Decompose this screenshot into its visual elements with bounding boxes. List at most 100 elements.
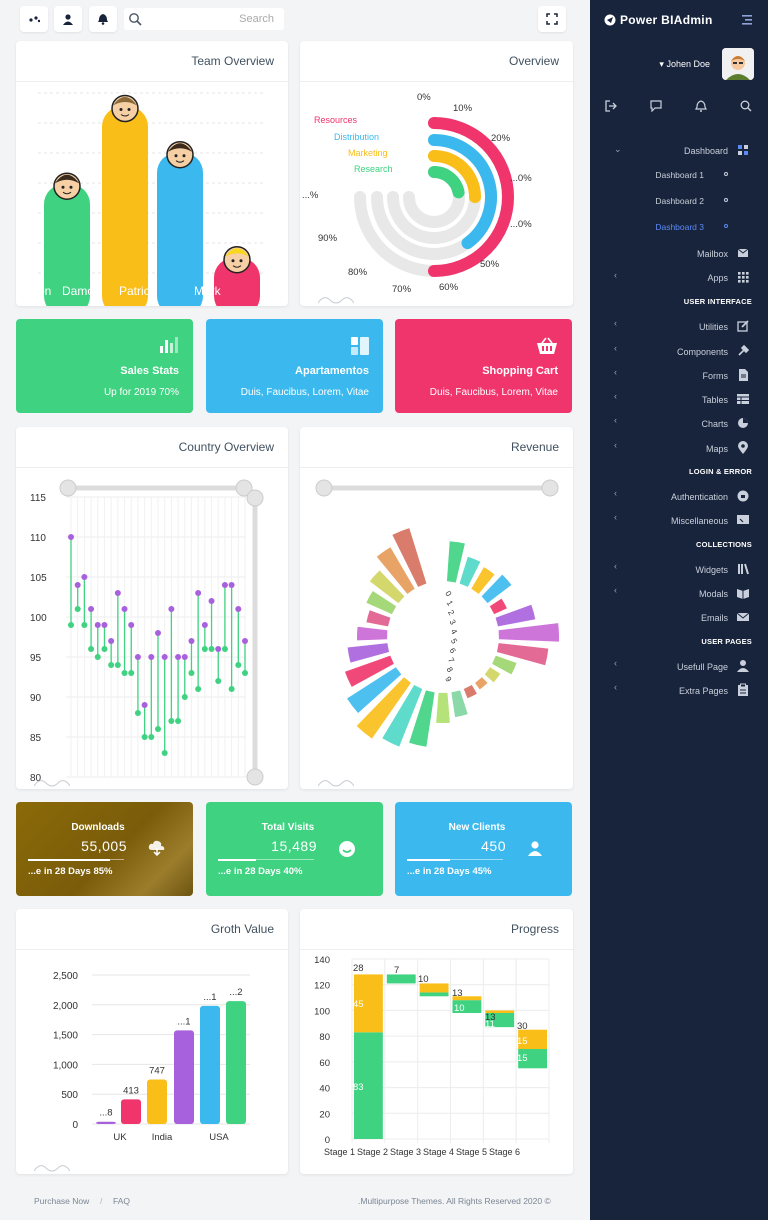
user-icon: [528, 841, 542, 856]
ring-tick-label: 70%: [392, 284, 412, 295]
fullscreen-button[interactable]: [538, 6, 566, 32]
sales-stats-tile[interactable]: Sales Stats Up for 2019 70%: [16, 319, 193, 413]
sidebar-item-forms[interactable]: Forms: [702, 371, 729, 381]
dot-icon: [724, 224, 728, 228]
data-point: [134, 710, 141, 716]
avatar[interactable]: [722, 48, 754, 80]
slider-handle: [59, 479, 77, 497]
avatar-face: [53, 172, 81, 200]
data-point: [155, 630, 161, 636]
data-point: [148, 734, 155, 740]
purchase-link[interactable]: Purchase Now: [34, 1196, 90, 1206]
sidebar-item-dashboard-3[interactable]: Dashboard 3: [655, 222, 704, 232]
new-clients-tile[interactable]: New Clients 450 ...e in 28 Days 45%: [395, 802, 572, 896]
card-title: Progress: [510, 922, 559, 936]
y-tick-label: 90: [30, 693, 42, 704]
bell-icon[interactable]: [695, 100, 707, 112]
logo-icon: [604, 14, 616, 26]
sidebar-item-components[interactable]: Components: [676, 347, 728, 357]
y-tick-label: 85: [30, 733, 42, 744]
total-visits-tile[interactable]: Total Visits 15,489 ...e in 28 Days 40%: [206, 802, 383, 896]
legend-label: Research: [354, 164, 393, 174]
apartamentos-tile[interactable]: Apartamentos Duis, Faucibus, Lorem, Vita…: [206, 319, 383, 413]
y-tick-label: 100: [314, 1006, 330, 1017]
sidebar-item-dashboard-1[interactable]: Dashboard 1: [655, 170, 704, 180]
bar: [44, 184, 90, 306]
menu-dots-button[interactable]: [20, 6, 48, 32]
sidebar-item-apps[interactable]: Apps: [707, 273, 728, 283]
data-point: [195, 686, 202, 692]
user-icon: [63, 14, 73, 25]
data-point: [201, 622, 208, 628]
sidebar-item-maps[interactable]: Maps: [705, 444, 728, 454]
chevron-left-icon: ‹: [614, 318, 617, 328]
sidebar-item-widgets[interactable]: Widgets: [695, 565, 728, 575]
chat-icon[interactable]: [650, 100, 662, 112]
search-icon[interactable]: [740, 100, 752, 112]
eye: [174, 154, 178, 158]
user-button[interactable]: [54, 6, 82, 32]
radial-bar: [496, 643, 549, 666]
tile-subtitle: ...e in 28 Days 45%: [407, 866, 492, 877]
tile-title: New Clients: [448, 822, 506, 833]
sidebar-item-modals[interactable]: Modals: [698, 589, 728, 599]
ring-tick-label: ...%: [302, 190, 319, 201]
faq-link[interactable]: FAQ: [113, 1196, 131, 1206]
sidebar-item-authentication[interactable]: Authentication: [670, 492, 728, 502]
pie-chart-icon: [738, 418, 748, 428]
data-point: [168, 606, 175, 612]
sidebar-item-tables[interactable]: Tables: [701, 395, 728, 405]
radial-bar: [451, 690, 468, 718]
smile-icon: [339, 841, 355, 857]
waterfall-bar: [386, 974, 416, 984]
y-tick-label: 115: [30, 493, 46, 504]
radial-bar: [498, 623, 559, 642]
dot-icon: [724, 172, 728, 176]
radial-bar: [366, 590, 397, 615]
apps-icon: [738, 272, 749, 283]
sidebar-item-miscellaneous[interactable]: Miscellaneous: [670, 516, 728, 526]
downloads-tile[interactable]: Downloads 55,005 ...e in 28 Days 85%: [16, 802, 193, 896]
ring-tick-label: ...0%: [510, 219, 532, 230]
radial-bar: [382, 685, 423, 747]
menu-toggle-icon[interactable]: [740, 15, 752, 25]
data-point: [221, 646, 228, 652]
data-point: [195, 590, 202, 596]
radial-bar: [347, 643, 390, 663]
chevron-left-icon: ‹: [614, 440, 617, 450]
shopping-cart-tile[interactable]: Shopping Cart Duis, Faucibus, Lorem, Vit…: [395, 319, 572, 413]
notifications-button[interactable]: [89, 6, 117, 32]
x-tick-label: UK: [113, 1132, 127, 1143]
y-tick-label: 0: [325, 1135, 330, 1146]
sidebar-item-dashboard[interactable]: Dashboard: [683, 146, 728, 156]
mouth: [175, 160, 185, 163]
bar: [157, 152, 203, 306]
sidebar-item-extra-pages[interactable]: Extra Pages: [678, 686, 728, 696]
data-point: [114, 662, 121, 668]
tile-subtitle: Duis, Faucibus, Lorem, Vitae: [429, 387, 558, 398]
sidebar-item-dashboard-2[interactable]: Dashboard 2: [655, 196, 704, 206]
envelope-icon: [736, 612, 750, 621]
radial-bar: [495, 604, 536, 627]
sidebar-item-usefull-page[interactable]: Usefull Page: [676, 662, 728, 672]
logout-icon[interactable]: [605, 100, 617, 112]
sidebar-item-utilities[interactable]: Utilities: [698, 322, 728, 332]
search-input[interactable]: [146, 8, 276, 30]
radial-bar: [356, 677, 411, 739]
user-dropdown[interactable]: ▾ Johen Doe: [659, 59, 710, 69]
eye: [119, 108, 123, 111]
waterfall-bar: [452, 1000, 482, 1013]
sidebar-item-mailbox[interactable]: Mailbox: [696, 249, 728, 259]
layout-icon: [351, 337, 369, 355]
radial-bar: [392, 528, 427, 587]
radial-bar: [492, 655, 517, 675]
footer-divider: /: [100, 1196, 103, 1206]
ring-tick-label: 80%: [348, 267, 368, 278]
card-header: [300, 909, 573, 950]
sidebar-item-charts[interactable]: Charts: [701, 419, 728, 429]
waterfall-bar: [452, 996, 482, 1001]
brand[interactable]: Power BIAdmin: [604, 13, 713, 27]
dots-icon: [29, 16, 40, 23]
y-tick-label: 100: [30, 613, 47, 624]
sidebar-item-emails[interactable]: Emails: [700, 613, 728, 623]
